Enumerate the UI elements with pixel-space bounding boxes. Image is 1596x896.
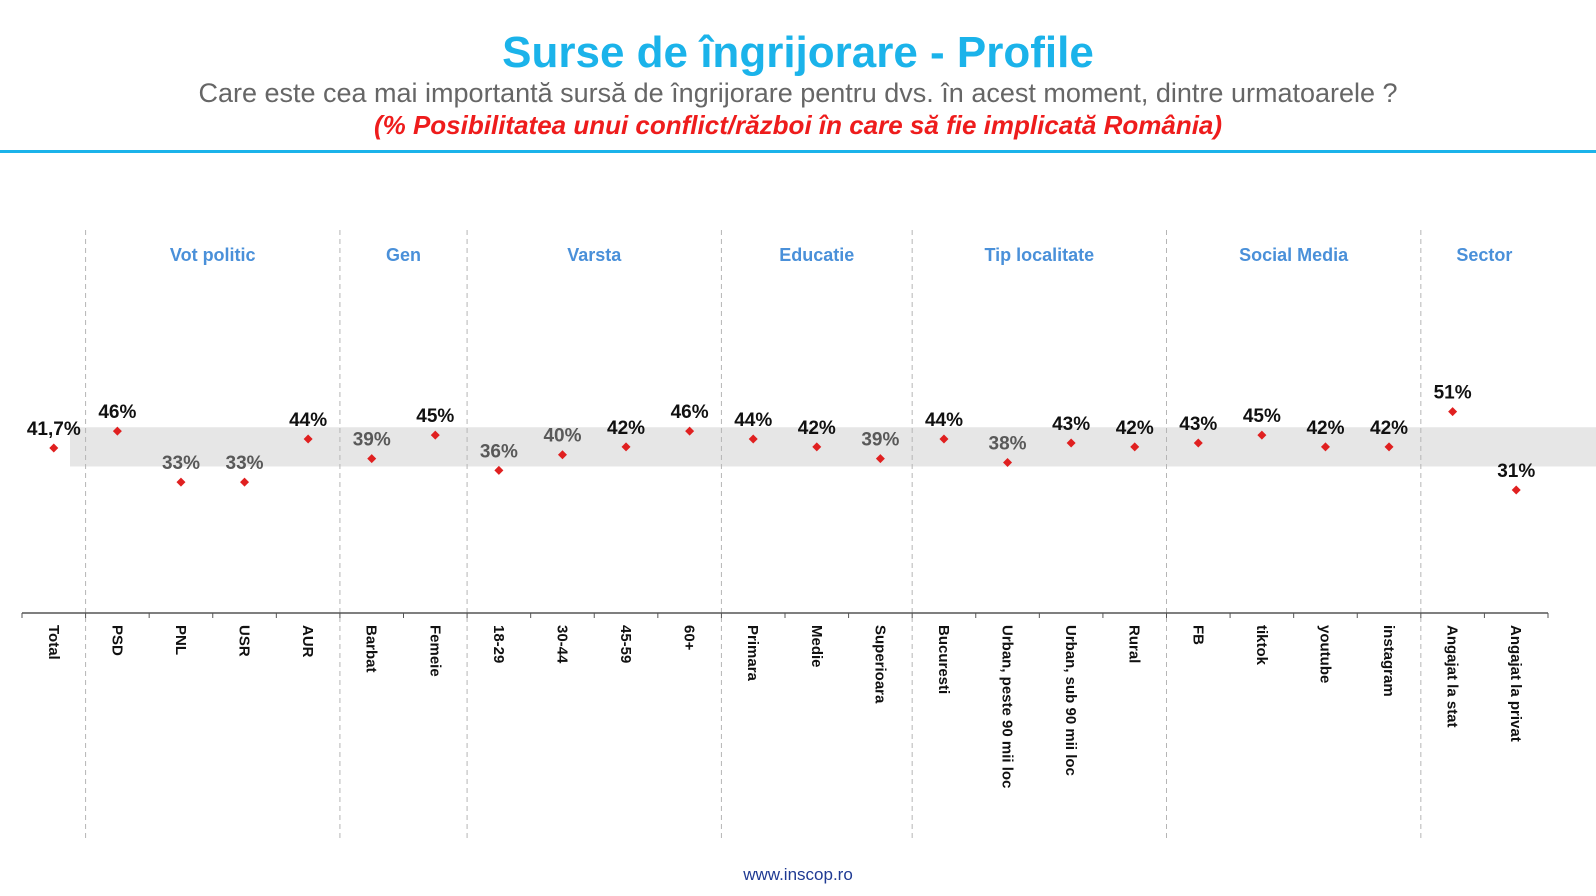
group-label: Vot politic: [170, 245, 256, 265]
category-label: 45-59: [617, 625, 634, 663]
data-point: [875, 454, 885, 464]
data-label: 33%: [226, 453, 264, 474]
category-label: PNL: [172, 625, 189, 655]
data-label: 43%: [1179, 414, 1217, 435]
chart-highlight: (% Posibilitatea unui conflict/război în…: [373, 110, 1223, 140]
data-point: [1384, 442, 1394, 452]
group-label: Sector: [1456, 245, 1512, 265]
data-point: [1320, 442, 1330, 452]
chart-title: Surse de îngrijorare - Profile: [502, 28, 1094, 77]
category-label: tiktok: [1253, 625, 1270, 666]
category-label: Angajat la stat: [1444, 625, 1461, 728]
category-label: FB: [1189, 625, 1206, 645]
data-point: [812, 442, 822, 452]
data-point: [240, 477, 250, 487]
category-label: Bucuresti: [935, 625, 952, 694]
data-point: [303, 434, 313, 444]
category-label: Urban, sub 90 mii loc: [1062, 625, 1079, 776]
category-label: Primara: [744, 625, 761, 682]
group-label: Social Media: [1239, 245, 1349, 265]
data-point: [1448, 407, 1458, 417]
category-label: Urban, peste 90 mii loc: [999, 625, 1016, 788]
data-point: [494, 465, 504, 475]
data-label: 42%: [1370, 418, 1408, 439]
category-label: Barbat: [363, 625, 380, 673]
data-point: [621, 442, 631, 452]
group-label: Varsta: [567, 245, 622, 265]
data-label: 42%: [1116, 418, 1154, 439]
chart-subtitle: Care este cea mai importantă sursă de în…: [198, 78, 1398, 108]
category-label: youtube: [1316, 625, 1333, 683]
category-label: Femeie: [426, 625, 443, 677]
category-label: Medie: [808, 625, 825, 668]
data-point: [1130, 442, 1140, 452]
data-label: 51%: [1434, 383, 1472, 404]
data-point: [557, 450, 567, 460]
data-label: 45%: [1243, 406, 1281, 427]
data-label: 33%: [162, 453, 200, 474]
data-label: 46%: [98, 402, 136, 423]
data-label: 44%: [925, 410, 963, 431]
data-point: [430, 430, 440, 440]
data-point: [748, 434, 758, 444]
header-rule: [0, 150, 1596, 153]
data-label: 45%: [416, 406, 454, 427]
data-point: [939, 434, 949, 444]
data-label: 42%: [798, 418, 836, 439]
data-label: 36%: [480, 441, 518, 462]
group-label: Tip localitate: [984, 245, 1094, 265]
data-point: [1003, 458, 1013, 468]
data-point: [176, 477, 186, 487]
data-label: 31%: [1497, 461, 1535, 482]
group-label: Gen: [386, 245, 421, 265]
category-label: Total: [45, 625, 62, 660]
data-point: [49, 443, 59, 453]
data-label: 39%: [353, 430, 391, 451]
data-point: [1066, 438, 1076, 448]
data-point: [367, 454, 377, 464]
data-point: [685, 426, 695, 436]
data-label: 43%: [1052, 414, 1090, 435]
data-label: 46%: [671, 402, 709, 423]
data-label: 42%: [1306, 418, 1344, 439]
category-label: 60+: [681, 625, 698, 651]
category-label: 30-44: [553, 625, 570, 664]
data-label: 39%: [861, 430, 899, 451]
data-point: [1193, 438, 1203, 448]
data-label: 41,7%: [27, 419, 81, 440]
group-label: Educatie: [779, 245, 854, 265]
average-band: [70, 427, 1596, 467]
footer-url[interactable]: www.inscop.ro: [743, 865, 853, 884]
category-label: AUR: [299, 625, 316, 658]
category-label: Superioara: [871, 625, 888, 704]
data-point: [1511, 485, 1521, 495]
data-label: 42%: [607, 418, 645, 439]
category-label: Rural: [1126, 625, 1143, 663]
data-label: 44%: [289, 410, 327, 431]
data-point: [1257, 430, 1267, 440]
data-label: 40%: [543, 426, 581, 447]
category-label: instagram: [1380, 625, 1397, 697]
category-label: PSD: [108, 625, 125, 656]
category-label: 18-29: [490, 625, 507, 663]
data-point: [112, 426, 122, 436]
category-label: USR: [236, 625, 253, 657]
data-label: 44%: [734, 410, 772, 431]
category-label: Angajat la privat: [1507, 625, 1524, 742]
data-label: 38%: [989, 434, 1027, 455]
